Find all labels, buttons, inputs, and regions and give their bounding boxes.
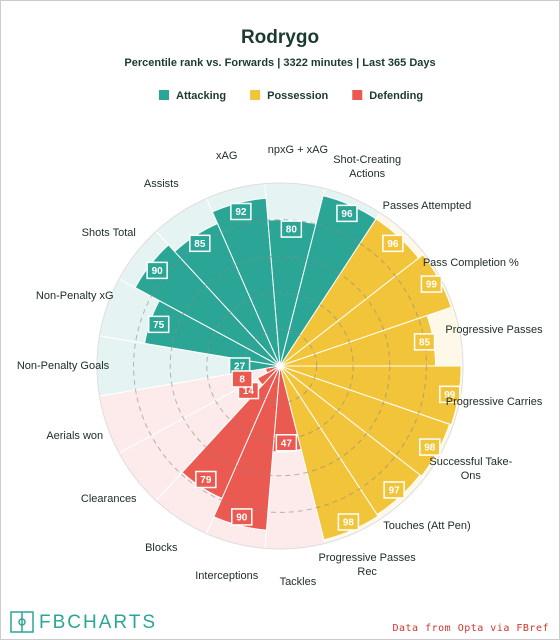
value-label: 27	[234, 362, 246, 373]
category-label: npxG + xAG	[267, 143, 329, 156]
value-box	[439, 385, 461, 404]
category-label: Touches (Att Pen)	[383, 519, 471, 532]
category-label: xAG	[216, 149, 238, 162]
chart-subtitle: Percentile rank vs. Forwards | 3322 minu…	[124, 57, 435, 69]
category-label: Progressive Passes Rec	[318, 551, 416, 578]
value-box	[231, 370, 253, 388]
category-label: Clearances	[80, 493, 137, 506]
value-box	[230, 202, 252, 221]
category-label: Tackles	[279, 576, 317, 589]
value-box	[337, 513, 360, 531]
value-box	[413, 333, 436, 351]
grid-circle	[242, 328, 318, 404]
value-label: 98	[424, 443, 436, 454]
outer-ring	[96, 182, 464, 550]
legend-swatch	[250, 90, 261, 100]
value-label: 99	[444, 390, 456, 401]
legend-swatch	[352, 90, 363, 100]
category-label: Progressive Passes	[445, 324, 543, 337]
value-box	[146, 261, 168, 280]
category-label: Interceptions	[195, 570, 259, 583]
grid-circle	[169, 255, 391, 477]
value-label: 85	[419, 338, 431, 349]
value-label: 14	[243, 386, 255, 397]
value-box	[382, 234, 404, 253]
legend-label: Possession	[267, 90, 328, 102]
category-label: Aerials won	[46, 430, 104, 443]
category-label: Successful Take-Ons	[429, 456, 513, 483]
value-label: 90	[152, 266, 164, 277]
value-box	[420, 275, 443, 293]
value-label: 90	[236, 513, 248, 524]
value-label: 99	[426, 280, 438, 291]
category-label: Shot-Creating Actions	[333, 154, 402, 181]
legend-label: Attacking	[176, 90, 226, 102]
category-label: Blocks	[145, 541, 178, 554]
value-label: 75	[153, 320, 165, 331]
category-label: Pass Completion %	[422, 256, 519, 269]
value-box	[383, 481, 405, 499]
value-label: 47	[281, 438, 293, 449]
bar	[264, 365, 281, 374]
category-label: Passes Attempted	[382, 200, 472, 213]
value-label: 85	[194, 239, 206, 250]
value-label: 97	[389, 486, 401, 497]
value-box	[195, 470, 217, 489]
value-label: 92	[235, 207, 247, 218]
category-label: Non-Penalty xG	[35, 289, 114, 302]
category-label: Non-Penalty Goals	[16, 360, 110, 372]
value-box	[280, 220, 303, 238]
bar	[256, 365, 281, 386]
value-box	[189, 234, 211, 253]
bars	[134, 195, 462, 541]
value-box	[419, 438, 441, 456]
value-label: 8	[239, 375, 245, 386]
value-box	[231, 508, 253, 526]
value-box	[275, 433, 298, 452]
value-label: 98	[343, 518, 355, 529]
category-label: Shots Total	[81, 226, 136, 239]
value-box	[336, 204, 358, 223]
chart-title: Rodrygo	[241, 27, 319, 48]
category-label: Progressive Carries	[445, 395, 543, 408]
logo-text: FBCHARTS	[39, 612, 157, 633]
category-label: Assists	[143, 178, 179, 191]
source: Data from Opta via FBref	[393, 623, 550, 634]
value-label: 79	[200, 475, 212, 486]
value-label: 96	[387, 239, 399, 250]
legend-label: Defending	[369, 90, 423, 102]
value-label: 96	[341, 209, 353, 220]
logo-icon	[10, 611, 34, 633]
grid-circle	[133, 219, 427, 513]
value-label: 80	[286, 225, 298, 236]
legend-swatch	[159, 90, 169, 100]
grid-circle	[206, 292, 354, 440]
value-box	[147, 315, 170, 334]
